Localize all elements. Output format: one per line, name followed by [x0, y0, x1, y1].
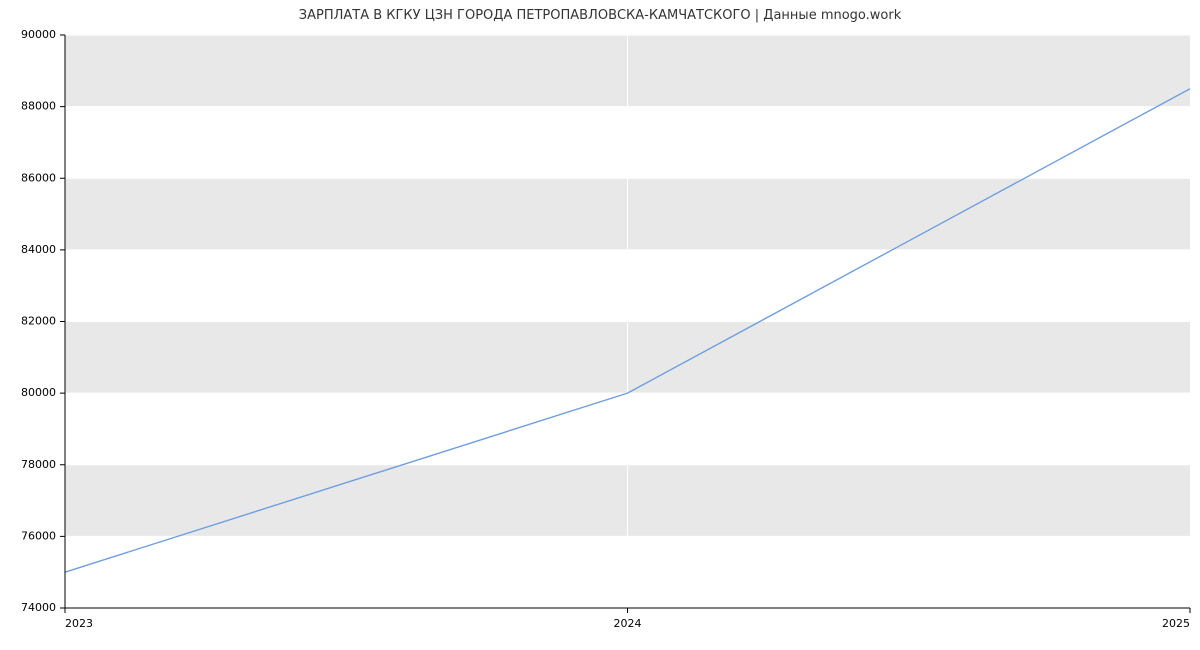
y-tick-label: 76000	[21, 529, 56, 542]
y-tick-label: 90000	[21, 28, 56, 41]
y-tick-label: 80000	[21, 386, 56, 399]
y-axis-ticks: 74000 76000 78000 80000 82000 84000 86000 88000…	[21, 28, 65, 614]
x-axis-ticks: 2023 2024 2025	[65, 608, 1190, 630]
y-tick-label: 78000	[21, 458, 56, 471]
chart-title: ЗАРПЛАТА В КГКУ ЦЗН ГОРОДА ПЕТРОПАВЛОВСК…	[0, 8, 1200, 23]
salary-line-chart: ЗАРПЛАТА В КГКУ ЦЗН ГОРОДА ПЕТРОПАВЛОВСК…	[0, 0, 1200, 650]
x-tick-label: 2025	[1162, 617, 1190, 630]
chart-svg: 74000 76000 78000 80000 82000 84000 86000 88000…	[0, 0, 1200, 650]
x-tick-label: 2024	[614, 617, 642, 630]
y-tick-label: 84000	[21, 243, 56, 256]
y-tick-label: 74000	[21, 601, 56, 614]
x-tick-label: 2023	[65, 617, 93, 630]
y-tick-label: 88000	[21, 100, 56, 113]
y-tick-label: 86000	[21, 171, 56, 184]
y-tick-label: 82000	[21, 315, 56, 328]
